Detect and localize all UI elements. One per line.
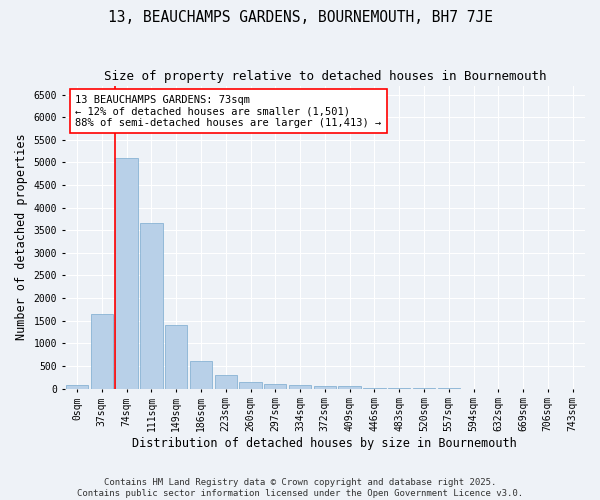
Bar: [215, 374, 237, 388]
Y-axis label: Number of detached properties: Number of detached properties: [15, 134, 28, 340]
Bar: [165, 325, 187, 388]
Bar: [190, 360, 212, 388]
Bar: [314, 386, 336, 388]
Title: Size of property relative to detached houses in Bournemouth: Size of property relative to detached ho…: [104, 70, 546, 83]
Bar: [239, 382, 262, 388]
Bar: [66, 386, 88, 388]
X-axis label: Distribution of detached houses by size in Bournemouth: Distribution of detached houses by size …: [133, 437, 517, 450]
Bar: [91, 314, 113, 388]
Text: 13 BEAUCHAMPS GARDENS: 73sqm
← 12% of detached houses are smaller (1,501)
88% of: 13 BEAUCHAMPS GARDENS: 73sqm ← 12% of de…: [75, 94, 382, 128]
Bar: [264, 384, 286, 388]
Text: Contains HM Land Registry data © Crown copyright and database right 2025.
Contai: Contains HM Land Registry data © Crown c…: [77, 478, 523, 498]
Bar: [115, 158, 138, 388]
Bar: [140, 224, 163, 388]
Bar: [289, 385, 311, 388]
Text: 13, BEAUCHAMPS GARDENS, BOURNEMOUTH, BH7 7JE: 13, BEAUCHAMPS GARDENS, BOURNEMOUTH, BH7…: [107, 10, 493, 25]
Bar: [338, 386, 361, 388]
